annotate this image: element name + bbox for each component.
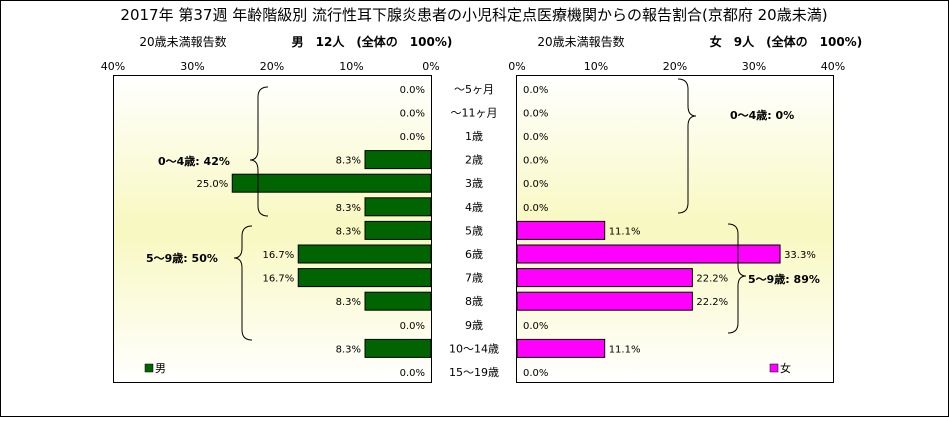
category-label: 6歳 <box>465 248 483 261</box>
category-label: 3歳 <box>465 177 483 190</box>
female-bar <box>516 291 693 311</box>
right-brace-5-9 <box>727 223 747 334</box>
left-group-label-5-9: 5～9歳: 50% <box>146 251 218 265</box>
female-value-label: 0.0% <box>523 203 548 214</box>
female-value-label: 0.0% <box>523 156 548 167</box>
male-bar <box>297 268 432 288</box>
female-value-label: 0.0% <box>523 108 548 119</box>
female-value-label: 0.0% <box>523 368 548 379</box>
female-value-label: 11.1% <box>609 226 641 237</box>
left-axis-ticks: 40% 30% 20% 10% 0% <box>101 60 440 73</box>
category-label: 10～14歳 <box>449 342 499 355</box>
category-label: 7歳 <box>465 272 483 285</box>
left-legend-label: 男 <box>155 362 166 375</box>
right-header-total: 女 9人 (全体の 100%) <box>710 34 862 49</box>
left-group-label-0-4: 0～4歳: 42% <box>158 154 230 168</box>
chart-title: 2017年 第37週 年齢階級別 流行性耳下腺炎患者の小児科定点医療機関からの報… <box>120 6 827 24</box>
left-brace-5-9 <box>233 225 253 341</box>
male-value-label: 0.0% <box>400 85 425 96</box>
male-bar <box>297 244 432 264</box>
male-bar <box>364 197 432 217</box>
male-value-label: 8.3% <box>336 344 361 355</box>
female-value-label: 22.2% <box>696 297 728 308</box>
category-labels: ～5ヶ月 ～11ヶ月 1歳 2歳 3歳 4歳 5歳 6歳 7歳 8歳 9歳 10～14歳 15～19歳 <box>449 83 499 379</box>
left-axis-tick: 0% <box>422 60 439 73</box>
female-value-label: 0.0% <box>523 179 548 190</box>
female-value-label: 22.2% <box>696 274 728 285</box>
left-header-total: 男 12人 (全体の 100%) <box>292 34 453 49</box>
right-axis-ticks: 0% 10% 20% 30% 40% <box>508 60 845 73</box>
left-header-reports: 20歳未満報告数 <box>139 34 226 49</box>
left-axis-tick: 40% <box>101 60 125 73</box>
right-legend-swatch <box>769 363 779 373</box>
left-axis-tick: 10% <box>339 60 363 73</box>
right-axis-tick: 20% <box>663 60 687 73</box>
female-bar <box>516 220 606 240</box>
left-brace-0-4 <box>249 86 269 217</box>
male-value-label: 0.0% <box>400 368 425 379</box>
left-axis-tick: 30% <box>180 60 204 73</box>
male-value-label: 0.0% <box>400 108 425 119</box>
male-value-label: 8.3% <box>336 203 361 214</box>
category-label: ～5ヶ月 <box>454 83 494 96</box>
male-bar <box>231 173 432 193</box>
right-group-label-0-4: 0～4歳: 0% <box>730 108 794 122</box>
right-axis-tick: 0% <box>508 60 525 73</box>
left-axis-tick: 20% <box>260 60 284 73</box>
female-value-label: 0.0% <box>523 321 548 332</box>
category-label: 9歳 <box>465 319 483 332</box>
male-bar <box>364 338 432 358</box>
category-label: 15～19歳 <box>449 366 499 379</box>
left-bars <box>231 150 432 358</box>
female-value-label: 11.1% <box>609 344 641 355</box>
female-bar <box>516 338 606 358</box>
category-label: 2歳 <box>465 154 483 167</box>
male-value-label: 16.7% <box>262 274 294 285</box>
right-group-label-5-9: 5～9歳: 89% <box>748 272 820 286</box>
category-label: ～11ヶ月 <box>451 106 498 119</box>
category-label: 4歳 <box>465 201 483 214</box>
male-value-label: 25.0% <box>196 179 228 190</box>
female-bar <box>516 268 693 288</box>
female-value-label: 33.3% <box>784 250 816 261</box>
right-bars <box>516 220 781 358</box>
right-axis-tick: 40% <box>821 60 845 73</box>
male-value-label: 8.3% <box>336 297 361 308</box>
female-value-label: 0.0% <box>523 85 548 96</box>
male-value-label: 8.3% <box>336 226 361 237</box>
right-axis-tick: 30% <box>742 60 766 73</box>
male-value-label: 16.7% <box>262 250 294 261</box>
female-value-label: 0.0% <box>523 132 548 143</box>
left-value-labels: 0.0% 0.0% 0.0% 8.3% 25.0% 8.3% 8.3% 16.7% 16.7% 8… <box>196 85 425 379</box>
male-bar <box>364 150 432 170</box>
right-brace-0-4 <box>677 78 697 214</box>
right-header-reports: 20歳未満報告数 <box>537 34 624 49</box>
category-label: 5歳 <box>465 224 483 237</box>
male-value-label: 8.3% <box>336 156 361 167</box>
right-legend-label: 女 <box>780 361 791 375</box>
male-value-label: 0.0% <box>400 321 425 332</box>
category-label: 8歳 <box>465 295 483 308</box>
right-axis-tick: 10% <box>584 60 608 73</box>
female-bar <box>516 244 781 264</box>
male-bar <box>364 291 432 311</box>
right-value-labels: 0.0% 0.0% 0.0% 0.0% 0.0% 0.0% 11.1% 33.3% 22.2% 2… <box>523 85 816 379</box>
left-legend-swatch <box>144 363 154 373</box>
male-value-label: 0.0% <box>400 132 425 143</box>
male-bar <box>364 220 432 240</box>
category-label: 1歳 <box>465 130 483 143</box>
